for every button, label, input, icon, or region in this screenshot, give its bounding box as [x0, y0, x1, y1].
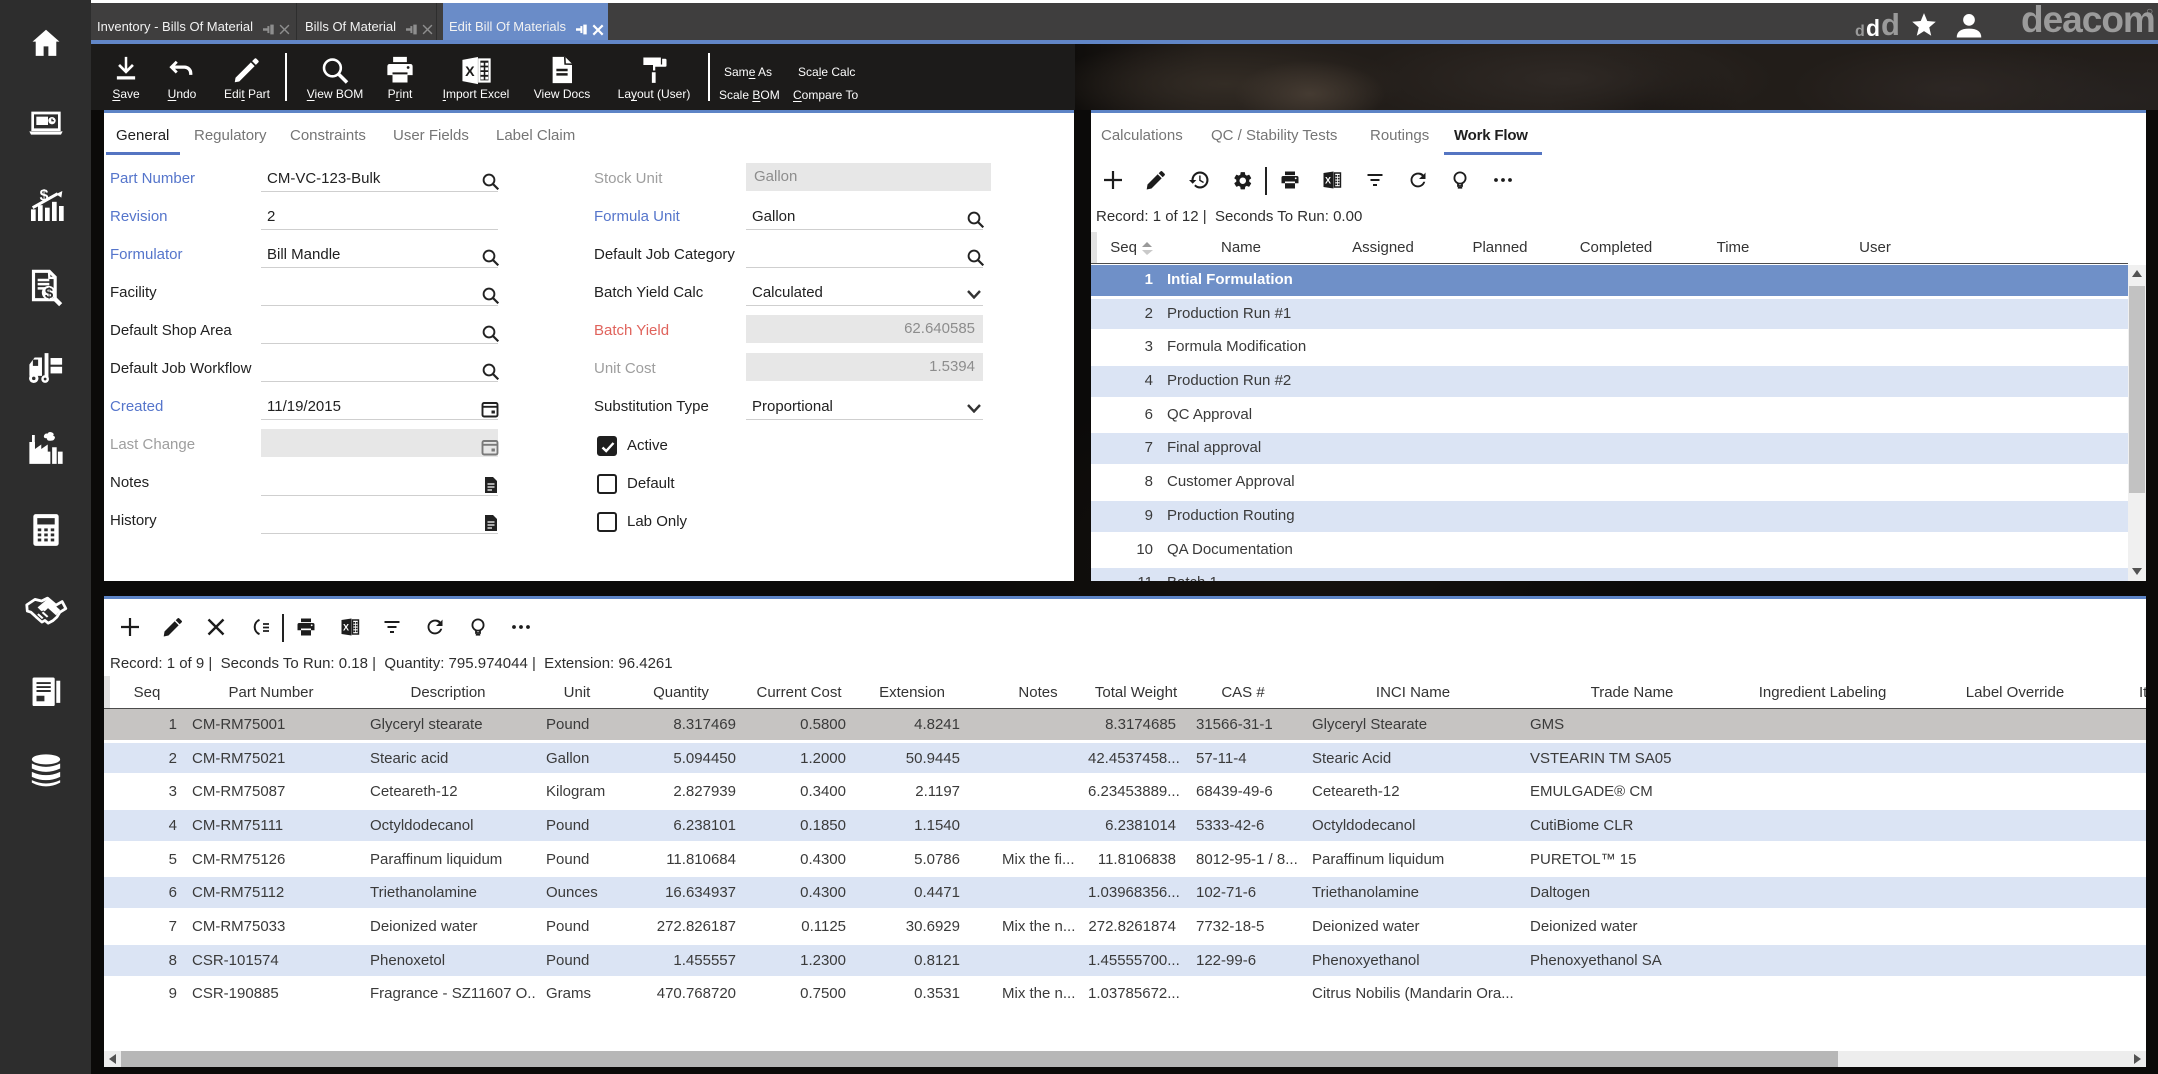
svg-text:X: X	[465, 64, 475, 80]
svg-text:$: $	[44, 285, 53, 302]
svg-text:$: $	[39, 187, 48, 204]
